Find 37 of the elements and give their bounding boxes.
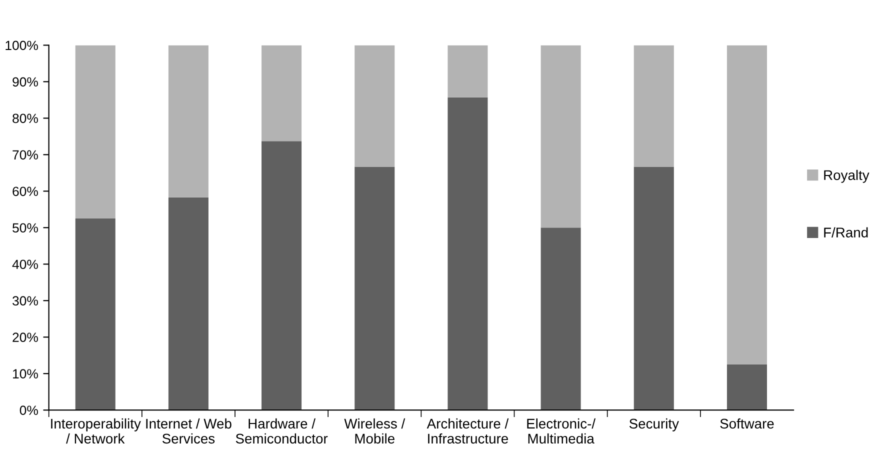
x-tick-label: Security — [629, 418, 679, 432]
x-tick-label: Interoperability / Network — [51, 418, 141, 444]
x-tick-label: Software — [720, 418, 774, 429]
y-tick-label: 100% — [6, 40, 38, 50]
bar — [262, 141, 302, 410]
y-tick-label: 80% — [12, 114, 38, 124]
bar — [540, 45, 581, 228]
bar — [354, 45, 395, 167]
y-tick-label: 60% — [12, 186, 38, 196]
bar — [354, 166, 395, 410]
y-tick-label: 10% — [13, 369, 38, 379]
bar — [168, 45, 208, 198]
bar — [75, 45, 116, 219]
x-tick-label: Wireless / Mobile — [344, 418, 406, 444]
y-tick-label: 90% — [12, 77, 38, 87]
bar — [448, 45, 488, 98]
y-tick-label: 30% — [12, 296, 38, 306]
bar — [540, 228, 581, 410]
x-tick-label: Architecture / Infrastructure — [426, 418, 509, 444]
x-tick-label: Hardware / Semiconductor — [236, 418, 328, 444]
y-tick-label: 0% — [20, 406, 38, 415]
bar — [634, 45, 674, 167]
bar — [75, 218, 116, 410]
x-tick-label: Internet / Web Services — [146, 418, 232, 444]
legend-label: F/Rand — [824, 227, 868, 238]
bar — [168, 197, 208, 410]
bar — [726, 45, 767, 364]
y-tick-label: 50% — [12, 223, 38, 233]
bar — [634, 166, 674, 410]
y-tick-label: 70% — [12, 150, 38, 160]
bar — [448, 97, 488, 410]
legend-label: Royalty — [824, 170, 870, 183]
bar — [262, 45, 302, 142]
bar — [726, 364, 767, 410]
y-tick-label: 40% — [12, 260, 38, 270]
x-tick-label: Electronic-/ Multimedia — [527, 418, 596, 444]
y-tick-label: 20% — [12, 332, 38, 342]
